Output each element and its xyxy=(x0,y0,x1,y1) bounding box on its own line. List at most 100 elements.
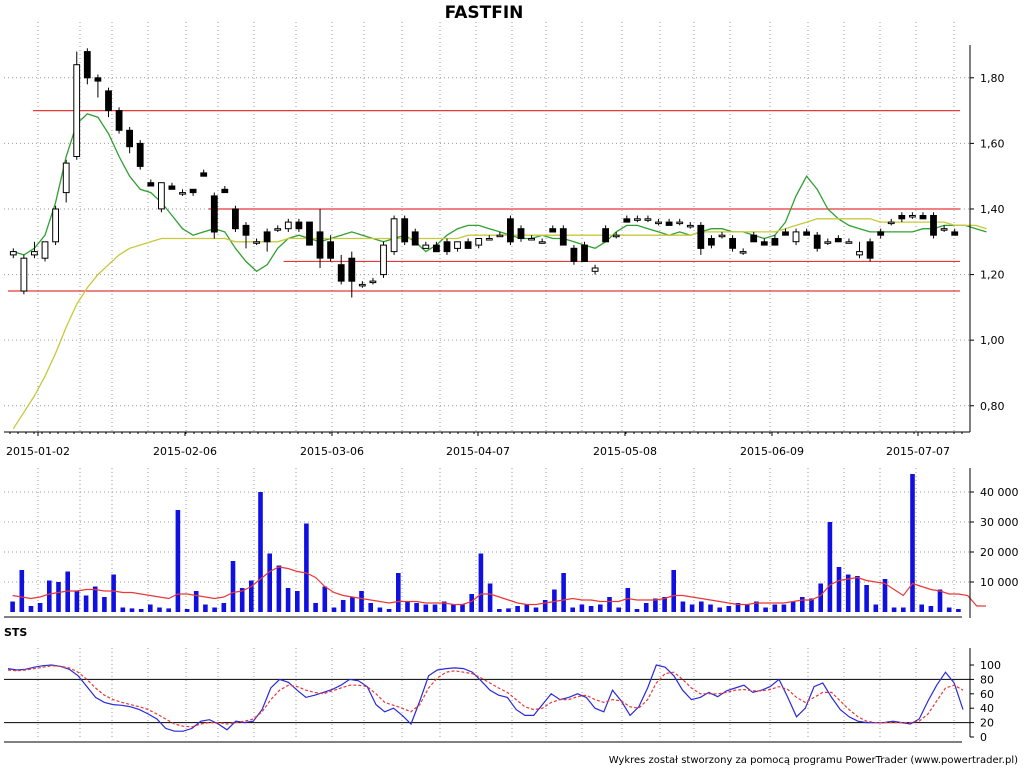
volume-bar-58 xyxy=(542,600,548,612)
candle-body-74 xyxy=(792,231,800,243)
volume-bar-92 xyxy=(855,576,860,612)
volume-bar-5 xyxy=(56,582,61,612)
price-x-tick-label: 2015-03-06 xyxy=(300,445,364,458)
volume-bar-57 xyxy=(533,607,539,612)
volume-bar-73 xyxy=(680,601,686,612)
candle-body-75 xyxy=(803,231,811,236)
volume-bar-37 xyxy=(350,597,355,612)
candle-body-0 xyxy=(9,251,17,256)
volume-bar-71 xyxy=(662,597,667,612)
volume-bar-50 xyxy=(469,594,474,612)
price-y-tick-label: 1,40 xyxy=(980,203,1005,216)
volume-bar-93 xyxy=(864,585,869,612)
volume-bar-76 xyxy=(708,604,713,612)
candle-body-70 xyxy=(750,234,758,243)
volume-bar-67 xyxy=(625,588,631,612)
volume-bar-30 xyxy=(285,588,291,612)
price-y-tick-label: 1,80 xyxy=(980,72,1005,85)
candle-body-50 xyxy=(538,241,546,244)
candle-body-67 xyxy=(718,234,726,238)
volume-bar-85 xyxy=(790,601,796,612)
volume-bar-70 xyxy=(653,598,658,612)
volume-bar-102 xyxy=(946,607,952,612)
volume-bar-32 xyxy=(304,523,309,612)
volume-bar-79 xyxy=(735,603,741,612)
price-candles xyxy=(9,48,959,298)
volume-bar-97 xyxy=(901,607,906,612)
volume-bar-21 xyxy=(203,604,208,612)
volume-bar-90 xyxy=(836,567,842,612)
volume-bar-88 xyxy=(818,583,823,612)
price-horizontal-lines xyxy=(8,109,960,292)
candle-body-88 xyxy=(940,228,948,231)
price-axis: 0,80 1,00 1,20 1,40 1,60 1,80 2015-01-02 2015-0… xyxy=(4,45,1005,458)
candle-body-43 xyxy=(464,241,472,249)
volume-bar-8 xyxy=(83,595,89,612)
volume-bar-52 xyxy=(487,583,493,612)
volume-bar-94 xyxy=(873,604,879,612)
price-x-tick-label: 2015-01-02 xyxy=(6,445,70,458)
sts-y-tick-label: 20 xyxy=(980,717,994,730)
volume-bar-77 xyxy=(717,607,722,612)
sts-y-tick-label: 60 xyxy=(980,688,994,701)
candle-body-2 xyxy=(31,251,38,256)
volume-bar-27 xyxy=(258,492,263,612)
volume-bar-38 xyxy=(359,591,364,612)
candle-body-77 xyxy=(824,241,832,244)
volume-bar-83 xyxy=(772,604,778,612)
candle-body-48 xyxy=(517,228,525,239)
candle-body-20 xyxy=(221,188,229,194)
volume-bar-101 xyxy=(937,589,943,612)
candle-body-7 xyxy=(83,51,91,79)
volume-bar-89 xyxy=(827,522,833,612)
volume-bar-44 xyxy=(414,603,419,612)
candle-body-51 xyxy=(549,228,557,233)
candle-body-39 xyxy=(422,244,430,249)
candle-body-37 xyxy=(401,218,409,243)
volume-bar-1 xyxy=(19,570,25,612)
candle-body-65 xyxy=(697,224,705,249)
volume-bar-51 xyxy=(478,553,484,612)
volume-bar-47 xyxy=(441,601,447,612)
candle-body-22 xyxy=(242,224,250,236)
candle-body-72 xyxy=(771,238,779,246)
candle-body-9 xyxy=(105,90,112,112)
candle-body-54 xyxy=(581,244,588,263)
candle-body-78 xyxy=(834,238,842,243)
volume-bar-33 xyxy=(313,603,318,612)
volume-bar-98 xyxy=(910,474,915,612)
candle-body-62 xyxy=(665,221,673,226)
volume-bar-26 xyxy=(249,580,254,612)
candle-body-56 xyxy=(602,228,610,243)
volume-bar-100 xyxy=(928,606,934,612)
candle-body-24 xyxy=(263,231,271,243)
candle-body-13 xyxy=(147,182,155,187)
volume-bar-48 xyxy=(451,604,456,612)
candle-body-64 xyxy=(686,224,694,228)
candle-body-29 xyxy=(316,231,324,259)
volume-bar-78 xyxy=(726,606,732,612)
sts-label: STS xyxy=(4,626,27,639)
volume-bar-74 xyxy=(689,604,695,612)
price-y-tick-label: 0,80 xyxy=(980,400,1005,413)
candle-body-23 xyxy=(253,241,260,244)
candle-body-28 xyxy=(306,221,313,246)
volume-average xyxy=(12,566,986,607)
candle-body-27 xyxy=(295,221,303,230)
volume-bar-28 xyxy=(267,553,272,612)
volume-bar-60 xyxy=(561,573,566,612)
volume-bar-17 xyxy=(166,608,171,612)
candle-body-34 xyxy=(369,280,377,284)
volume-bar-29 xyxy=(276,565,282,612)
candle-body-81 xyxy=(866,241,874,259)
candle-body-8 xyxy=(94,77,102,82)
volume-bar-40 xyxy=(377,607,383,612)
volume-bar-54 xyxy=(506,608,511,612)
volume-bar-6 xyxy=(65,571,70,612)
chart-title: FASTFIN xyxy=(445,3,524,23)
volume-bar-23 xyxy=(221,603,227,612)
candle-body-38 xyxy=(411,231,419,246)
candle-body-6 xyxy=(73,64,81,157)
candle-body-3 xyxy=(41,241,49,259)
